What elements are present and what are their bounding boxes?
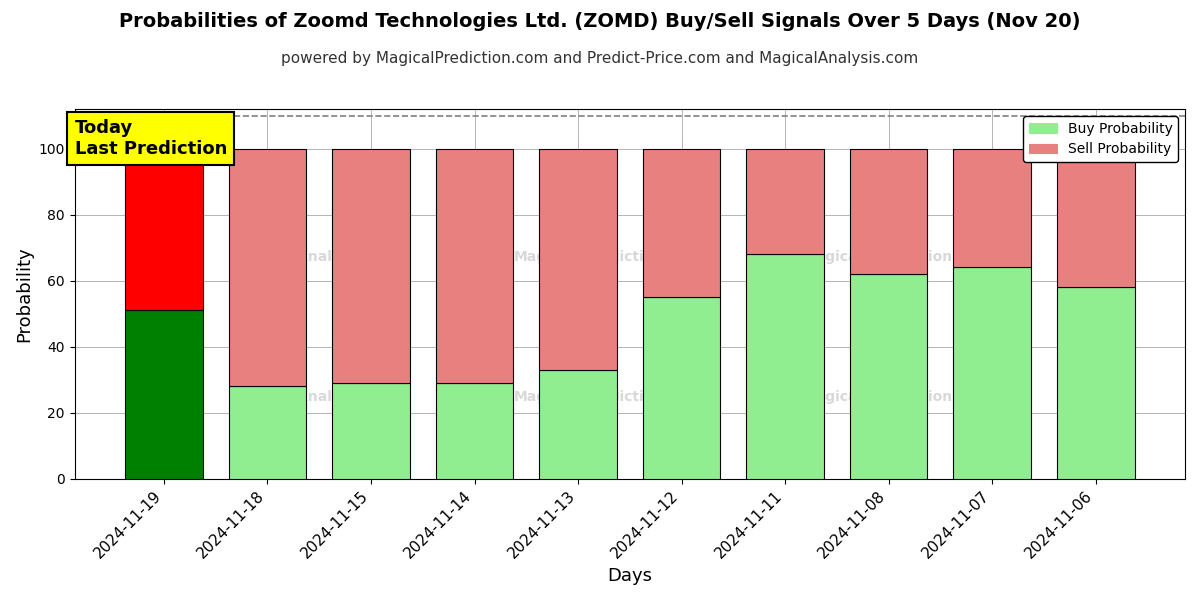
Bar — [229, 149, 306, 386]
Bar — [953, 149, 1031, 268]
X-axis label: Days: Days — [607, 567, 653, 585]
Y-axis label: Probability: Probability — [16, 246, 34, 342]
Text: powered by MagicalPrediction.com and Predict-Price.com and MagicalAnalysis.com: powered by MagicalPrediction.com and Pre… — [281, 51, 919, 66]
Bar — [850, 149, 928, 274]
Text: MagicaldPrediction.com: MagicaldPrediction.com — [514, 250, 702, 264]
Text: MagicaldPrediction.com: MagicaldPrediction.com — [514, 391, 702, 404]
Bar — [1057, 287, 1134, 479]
Bar — [643, 149, 720, 297]
Bar — [539, 370, 617, 479]
Bar — [539, 149, 617, 370]
Bar — [125, 310, 203, 479]
Bar — [746, 254, 824, 479]
Bar — [643, 297, 720, 479]
Text: MagicaldPrediction.com: MagicaldPrediction.com — [803, 391, 990, 404]
Legend: Buy Probability, Sell Probability: Buy Probability, Sell Probability — [1024, 116, 1178, 162]
Bar — [332, 149, 410, 383]
Bar — [850, 274, 928, 479]
Bar — [125, 149, 203, 310]
Bar — [436, 149, 514, 383]
Bar — [229, 386, 306, 479]
Bar — [436, 383, 514, 479]
Text: MagicaldPrediction.com: MagicaldPrediction.com — [803, 250, 990, 264]
Text: Today
Last Prediction: Today Last Prediction — [74, 119, 227, 158]
Text: MagicalAnalysis.com: MagicalAnalysis.com — [238, 391, 400, 404]
Bar — [746, 149, 824, 254]
Bar — [332, 383, 410, 479]
Bar — [1057, 149, 1134, 287]
Text: MagicalAnalysis.com: MagicalAnalysis.com — [238, 250, 400, 264]
Text: Probabilities of Zoomd Technologies Ltd. (ZOMD) Buy/Sell Signals Over 5 Days (No: Probabilities of Zoomd Technologies Ltd.… — [119, 12, 1081, 31]
Bar — [953, 268, 1031, 479]
